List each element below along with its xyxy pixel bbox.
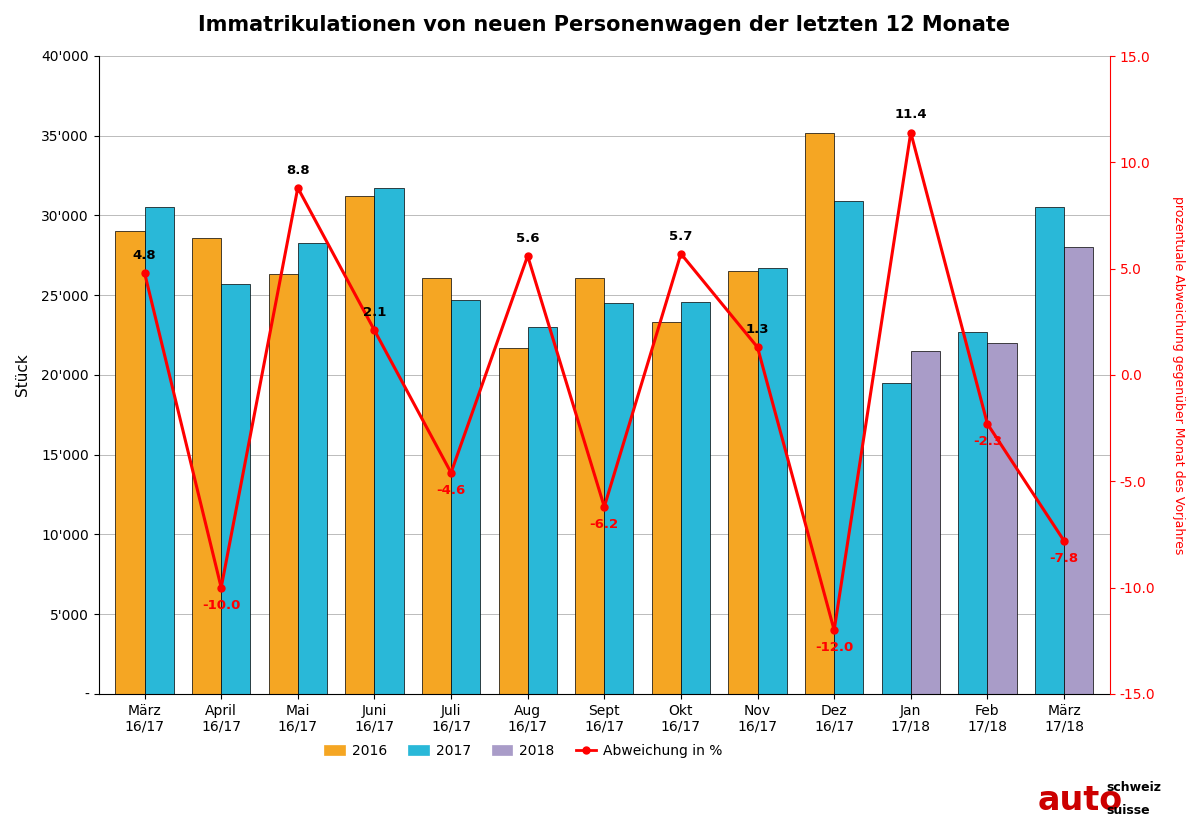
Text: -10.0: -10.0 — [202, 598, 240, 612]
Text: schweiz: schweiz — [1106, 780, 1162, 794]
Text: 2.1: 2.1 — [362, 306, 386, 319]
Text: -2.3: -2.3 — [973, 435, 1002, 448]
Bar — [346, 196, 374, 694]
Bar — [144, 208, 174, 694]
Bar — [575, 277, 605, 694]
Bar — [115, 231, 144, 694]
Bar — [834, 201, 863, 694]
Bar — [269, 275, 298, 694]
Text: -6.2: -6.2 — [589, 518, 619, 530]
Text: 11.4: 11.4 — [894, 108, 928, 122]
Legend: 2016, 2017, 2018, Abweichung in %: 2016, 2017, 2018, Abweichung in % — [318, 738, 728, 763]
Bar — [298, 242, 326, 694]
Bar — [1064, 247, 1093, 694]
Text: 1.3: 1.3 — [745, 323, 769, 336]
Text: -7.8: -7.8 — [1050, 552, 1079, 565]
Text: 5.7: 5.7 — [670, 230, 692, 243]
Y-axis label: prozentuale Abweichung gegenüber Monat des Vorjahres: prozentuale Abweichung gegenüber Monat d… — [1172, 196, 1186, 554]
Bar — [988, 343, 1016, 694]
Bar — [680, 302, 710, 694]
Bar — [451, 300, 480, 694]
Bar — [374, 189, 403, 694]
Text: -4.6: -4.6 — [437, 484, 466, 497]
Bar — [757, 268, 787, 694]
Bar — [728, 272, 757, 694]
Bar — [221, 284, 251, 694]
Text: suisse: suisse — [1106, 804, 1150, 817]
Bar — [605, 303, 634, 694]
Text: auto: auto — [1038, 784, 1123, 817]
Bar — [192, 238, 221, 694]
Bar — [1034, 208, 1064, 694]
Text: 4.8: 4.8 — [133, 249, 156, 261]
Bar — [528, 327, 557, 694]
Bar — [959, 332, 988, 694]
Title: Immatrikulationen von neuen Personenwagen der letzten 12 Monate: Immatrikulationen von neuen Personenwage… — [198, 15, 1010, 35]
Text: 8.8: 8.8 — [286, 163, 310, 177]
Bar — [652, 323, 680, 694]
Bar — [805, 132, 834, 694]
Bar — [498, 348, 528, 694]
Bar — [882, 383, 911, 694]
Text: 5.6: 5.6 — [516, 232, 540, 245]
Bar — [422, 277, 451, 694]
Y-axis label: Stück: Stück — [16, 354, 30, 396]
Bar — [911, 351, 940, 694]
Text: -12.0: -12.0 — [815, 641, 853, 654]
